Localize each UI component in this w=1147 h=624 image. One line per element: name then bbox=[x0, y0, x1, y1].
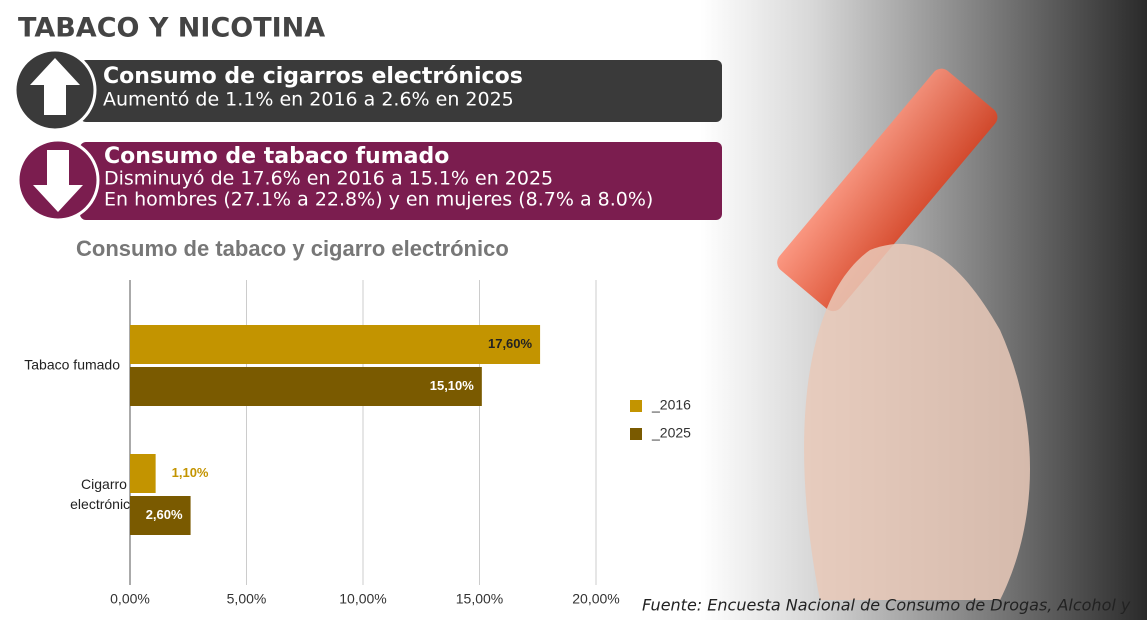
x-tick-label: 0,00% bbox=[110, 591, 150, 607]
source: Fuente: Encuesta Nacional de Consumo de … bbox=[642, 596, 1131, 615]
banner bbox=[80, 60, 722, 122]
data-label: 17,60% bbox=[488, 336, 533, 351]
data-label: 1,10% bbox=[172, 465, 209, 480]
banner-heading: Consumo de tabaco fumado bbox=[104, 144, 449, 169]
legend-label: _2025 bbox=[651, 425, 691, 441]
data-label: 15,10% bbox=[430, 378, 475, 393]
banner bbox=[80, 142, 722, 220]
bar bbox=[130, 454, 156, 493]
y-tick-label: Tabaco fumado bbox=[24, 357, 120, 373]
x-tick-label: 20,00% bbox=[572, 591, 619, 607]
bar bbox=[130, 367, 482, 406]
legend-swatch bbox=[630, 400, 642, 412]
banner-text: Disminuyó de 17.6% en 2016 a 15.1% en 20… bbox=[104, 168, 553, 190]
bar bbox=[130, 325, 541, 364]
vape-device bbox=[777, 68, 998, 312]
chart-title: Consumo de tabaco y cigarro electrónico bbox=[76, 236, 509, 261]
legend-label: _2016 bbox=[651, 397, 691, 413]
banner-text: En hombres (27.1% a 22.8%) y en mujeres … bbox=[104, 189, 653, 211]
page-title: TABACO Y NICOTINA bbox=[18, 13, 325, 44]
up-arrow bbox=[30, 58, 80, 115]
banner-heading: Consumo de cigarros electrónicos bbox=[103, 64, 523, 89]
x-tick-label: 5,00% bbox=[227, 591, 267, 607]
x-tick-label: 10,00% bbox=[339, 591, 386, 607]
y-tick-label: Cigarro electrónico bbox=[70, 476, 138, 512]
banner-text: Aumentó de 1.1% en 2016 a 2.6% en 2025 bbox=[103, 89, 514, 111]
data-label: 2,60% bbox=[146, 507, 183, 522]
hand bbox=[804, 243, 1030, 601]
legend-swatch bbox=[630, 428, 642, 440]
down-arrow bbox=[33, 150, 83, 212]
bar bbox=[130, 496, 191, 535]
x-tick-label: 15,00% bbox=[456, 591, 503, 607]
